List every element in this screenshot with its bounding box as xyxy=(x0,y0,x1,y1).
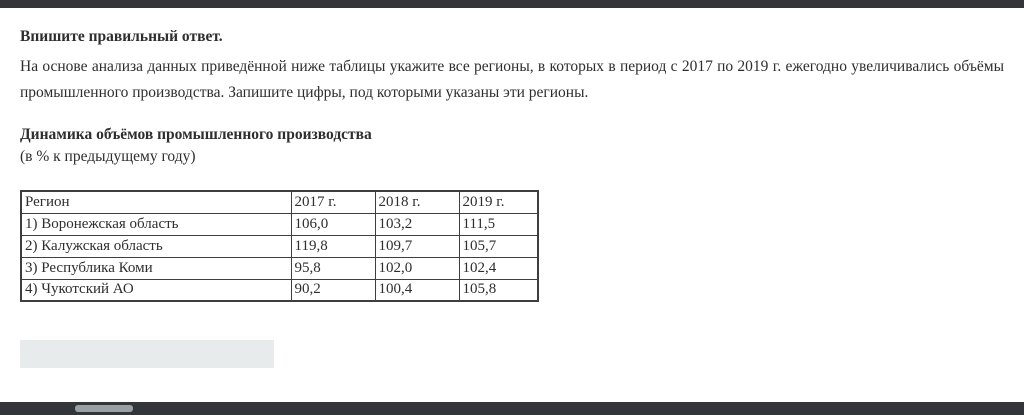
table-title: Динамика объёмов промышленного производс… xyxy=(20,126,372,143)
production-dynamics-table: Регион 2017 г. 2018 г. 2019 г. 1) Воронежск… xyxy=(20,190,539,302)
table-cell: 102,0 xyxy=(374,256,460,280)
table-cell: 106,0 xyxy=(290,212,376,236)
page-title: Впишите правильный ответ. xyxy=(20,28,223,45)
table-cell: 4) Чукотский АО xyxy=(20,278,292,302)
column-header: 2019 г. xyxy=(458,190,539,214)
table-subtitle: (в % к предыдущему году) xyxy=(20,148,196,165)
table-cell: 3) Республика Коми xyxy=(20,256,292,280)
table-cell: 105,8 xyxy=(458,278,539,302)
table-cell: 119,8 xyxy=(290,234,376,258)
table-row: 1) Воронежская область 106,0 103,2 111,5 xyxy=(20,212,539,236)
answer-input[interactable] xyxy=(20,340,274,368)
table-cell: 95,8 xyxy=(290,256,376,280)
table-cell: 105,7 xyxy=(458,234,539,258)
top-chrome-bar xyxy=(0,0,1024,8)
table-cell: 100,4 xyxy=(374,278,460,302)
table-header-row: Регион 2017 г. 2018 г. 2019 г. xyxy=(20,190,539,214)
bottom-scrollbar-track[interactable] xyxy=(0,402,1024,415)
table-cell: 109,7 xyxy=(374,234,460,258)
table-row: 4) Чукотский АО 90,2 100,4 105,8 xyxy=(20,278,539,302)
table-row: 2) Калужская область 119,8 109,7 105,7 xyxy=(20,234,539,258)
table-head: Регион 2017 г. 2018 г. 2019 г. xyxy=(20,190,539,214)
scrollbar-thumb[interactable] xyxy=(75,405,133,412)
task-text: На основе анализа данных приведённой ниж… xyxy=(20,58,1004,101)
column-header: 2017 г. xyxy=(290,190,376,214)
table-body: 1) Воронежская область 106,0 103,2 111,5 2) … xyxy=(20,212,539,302)
column-header: Регион xyxy=(20,190,292,214)
table-row: 3) Республика Коми 95,8 102,0 102,4 xyxy=(20,256,539,280)
column-header: 2018 г. xyxy=(374,190,460,214)
table-cell: 90,2 xyxy=(290,278,376,302)
table-cell: 2) Калужская область xyxy=(20,234,292,258)
table-cell: 1) Воронежская область xyxy=(20,212,292,236)
table-cell: 111,5 xyxy=(458,212,539,236)
table-cell: 102,4 xyxy=(458,256,539,280)
table-cell: 103,2 xyxy=(374,212,460,236)
